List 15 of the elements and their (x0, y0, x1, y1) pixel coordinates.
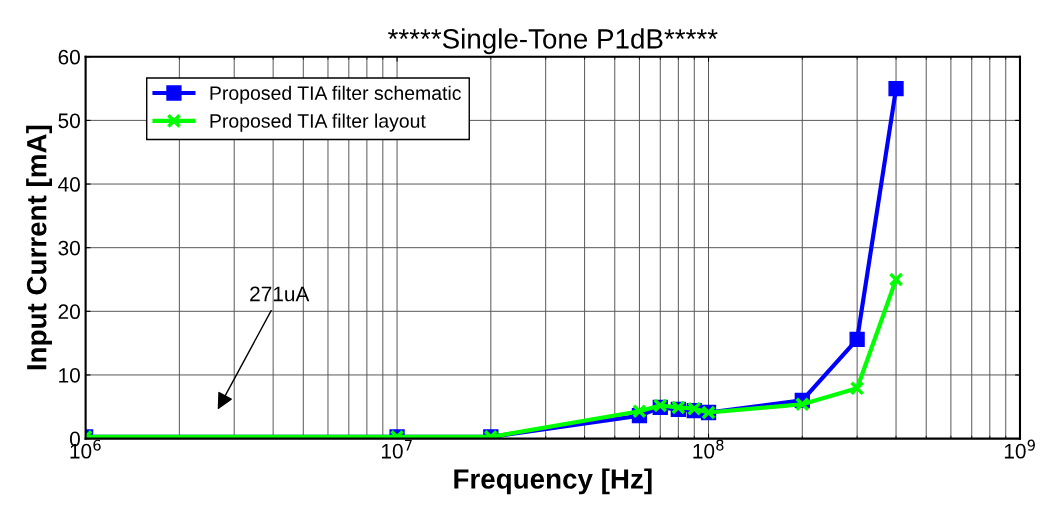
x-tick-label: 10$^{7}$ (381, 439, 412, 459)
y-tick-label: 30 (58, 240, 80, 256)
y-tick-label: 60 (58, 49, 80, 65)
x-tick-label: 10$^{9}$ (1004, 439, 1035, 459)
y-tick-label: 50 (58, 113, 80, 129)
x-axis-title: Frequency [Hz] (454, 468, 652, 495)
y-tick-label: 20 (58, 304, 80, 320)
legend-label: Proposed TIA filter layout (210, 113, 426, 132)
legend-label: Proposed TIA filter schematic (210, 85, 461, 104)
y-tick-label: 10 (59, 367, 80, 383)
annotation: 271uA (250, 286, 310, 302)
y-tick-label: 40 (58, 177, 80, 192)
chart-title: *****Single-Tone P1dB***** (388, 28, 718, 55)
x-tick-label: 10$^{8}$ (693, 439, 724, 459)
y-axis-title: Input Current [mA] (26, 125, 53, 370)
